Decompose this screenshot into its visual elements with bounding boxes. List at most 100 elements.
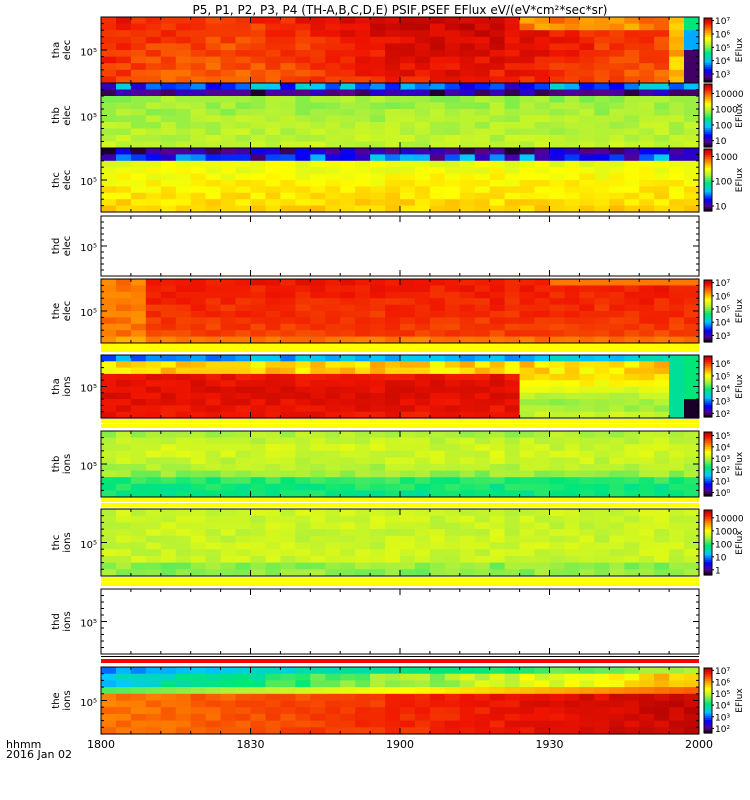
heatmap-cell xyxy=(489,515,506,523)
heatmap-cell xyxy=(130,17,147,25)
heatmap-cell xyxy=(624,30,640,38)
heatmap-cell xyxy=(400,713,416,722)
heatmap-cell xyxy=(624,317,640,325)
heatmap-cell xyxy=(250,17,266,25)
colorbar-frame xyxy=(703,667,713,734)
heatmap-cell xyxy=(504,693,521,702)
heatmap-cell xyxy=(444,483,461,491)
heatmap-cell xyxy=(400,450,416,458)
heatmap-cell xyxy=(385,298,401,306)
heatmap-cell xyxy=(684,311,700,318)
heatmap-cell xyxy=(639,457,655,465)
colorbar-segment xyxy=(704,69,712,72)
colorbar-tick-label: 100 xyxy=(715,121,732,131)
heatmap-cell xyxy=(175,36,192,44)
heatmap-cell xyxy=(594,311,610,318)
colorbar-segment xyxy=(704,105,712,108)
heatmap-cell xyxy=(116,569,132,577)
colorbar-segment xyxy=(704,700,712,704)
heatmap-cell xyxy=(564,69,580,77)
heatmap-cell xyxy=(370,713,386,722)
heatmap-cell xyxy=(414,186,431,194)
heatmap-cell xyxy=(654,69,670,77)
heatmap-cell xyxy=(235,399,251,406)
heatmap-cell xyxy=(669,373,685,381)
heatmap-cell xyxy=(325,470,341,478)
heatmap-cell xyxy=(564,173,580,181)
heatmap-cell xyxy=(310,673,326,681)
heatmap-cell xyxy=(235,180,251,187)
heatmap-cell xyxy=(265,392,281,400)
heatmap-cell xyxy=(116,330,132,338)
heatmap-cell xyxy=(474,464,491,472)
heatmap-cell xyxy=(669,509,685,517)
heatmap-cell xyxy=(295,700,311,708)
heatmap-cell xyxy=(669,311,685,318)
heatmap-cell xyxy=(370,727,386,735)
heatmap-cell xyxy=(325,361,341,369)
heatmap-cell xyxy=(340,549,356,557)
heatmap-cell xyxy=(220,36,237,44)
heatmap-cell xyxy=(669,89,685,97)
heatmap-cell xyxy=(370,673,386,681)
heatmap-cell xyxy=(459,56,476,64)
colorbar-segment xyxy=(704,77,712,81)
heatmap-cell xyxy=(549,405,565,413)
heatmap-cell xyxy=(669,673,685,681)
heatmap-cell xyxy=(654,522,670,530)
colorbar-tick-label: 10⁵ xyxy=(715,690,730,700)
colorbar-segment xyxy=(704,142,712,146)
heatmap-cell xyxy=(400,291,416,299)
panel-label-species: ions xyxy=(62,376,73,396)
heatmap-cell xyxy=(444,431,461,439)
heatmap-cell xyxy=(250,361,266,369)
heatmap-cell xyxy=(310,707,326,715)
heatmap-cell xyxy=(280,673,296,681)
heatmap-cell xyxy=(235,431,251,439)
heatmap-cell xyxy=(624,311,640,318)
heatmap-cell xyxy=(429,30,446,38)
heatmap-cell xyxy=(175,392,192,400)
heatmap-cell xyxy=(145,700,162,708)
heatmap-cell xyxy=(325,109,341,117)
heatmap-cell xyxy=(564,160,580,168)
heatmap-cell xyxy=(175,186,192,194)
heatmap-cell xyxy=(474,673,491,681)
heatmap-cell xyxy=(220,529,237,537)
heatmap-cell xyxy=(370,549,386,557)
heatmap-cell xyxy=(205,470,222,478)
heatmap-cell xyxy=(205,199,222,207)
heatmap-cell xyxy=(116,450,132,458)
heatmap-cell xyxy=(175,76,192,84)
heatmap-cell xyxy=(624,437,640,445)
heatmap-cell xyxy=(519,63,536,71)
heatmap-cell xyxy=(400,56,416,64)
colorbar-tick-label: 10³ xyxy=(715,71,730,81)
heatmap-cell xyxy=(235,141,251,149)
heatmap-cell xyxy=(414,56,431,64)
heatmap-cell xyxy=(116,56,132,64)
heatmap-cell xyxy=(519,173,536,181)
heatmap-cell xyxy=(190,56,207,64)
heatmap-cell xyxy=(355,707,371,715)
heatmap-cell xyxy=(145,386,162,394)
heatmap-cell xyxy=(130,83,147,91)
heatmap-cell xyxy=(504,549,521,557)
heatmap-cell xyxy=(340,115,356,123)
heatmap-cell xyxy=(340,63,356,71)
colorbar-tick-label: 10 xyxy=(715,203,727,213)
heatmap-cell xyxy=(145,693,162,702)
heatmap-cell xyxy=(295,135,311,143)
heatmap-cell xyxy=(474,509,491,517)
heatmap-cell xyxy=(549,23,565,31)
heatmap-cell xyxy=(549,380,565,388)
heatmap-cell xyxy=(669,141,685,149)
heatmap-cell xyxy=(385,386,401,394)
heatmap-cell xyxy=(459,128,476,136)
heatmap-cell xyxy=(310,115,326,123)
heatmap-cell xyxy=(489,464,506,472)
heatmap-cell xyxy=(534,361,550,369)
colorbar-segment xyxy=(704,358,712,361)
colorbar-segment xyxy=(704,360,712,363)
heatmap-cell xyxy=(355,361,371,369)
